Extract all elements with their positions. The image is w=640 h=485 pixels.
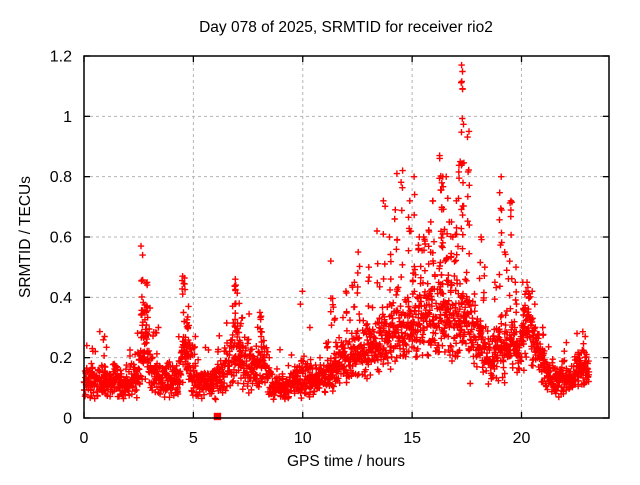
- y-tick-label: 0: [63, 411, 72, 428]
- y-tick-label: 0.8: [50, 169, 72, 186]
- chart-title: Day 078 of 2025, SRMTID for receiver rio…: [199, 19, 493, 36]
- y-tick-label: 0.6: [50, 230, 72, 247]
- tick-labels: 0 5 10 15 20 0 0.2 0.4 0.6 0.8 1 1.2: [50, 49, 531, 448]
- y-tick-label: 0.2: [50, 350, 72, 367]
- x-tick-label: 5: [189, 430, 198, 447]
- x-tick-label: 20: [513, 430, 531, 447]
- y-tick-label: 0.4: [50, 290, 72, 307]
- gridlines: [84, 56, 609, 418]
- scatter-plus-markers: [80, 61, 593, 403]
- outlier-square-marker: [213, 412, 222, 421]
- x-axis-label: GPS time / hours: [287, 453, 405, 470]
- y-tick-label: 1: [63, 109, 72, 126]
- y-tick-label: 1.2: [50, 49, 72, 66]
- x-tick-label: 0: [80, 430, 89, 447]
- y-axis-label: SRMTID / TECUs: [17, 176, 34, 298]
- x-tick-label: 15: [403, 430, 421, 447]
- axis-ticks: [83, 55, 609, 419]
- data-points: [80, 61, 593, 421]
- x-tick-label: 10: [294, 430, 312, 447]
